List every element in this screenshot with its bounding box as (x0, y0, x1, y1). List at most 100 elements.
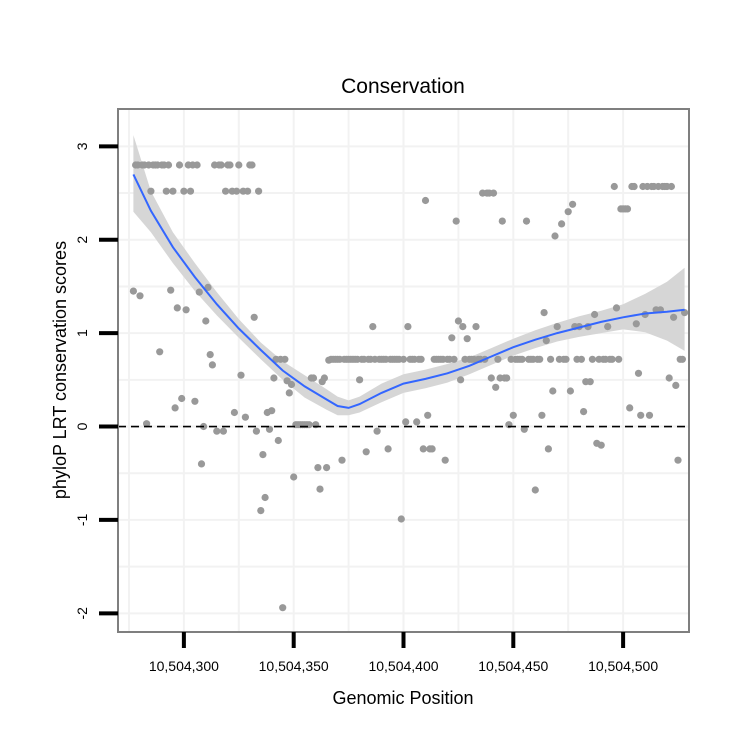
data-point (287, 380, 296, 389)
data-point (173, 304, 181, 312)
data-point (674, 456, 682, 464)
data-point (612, 304, 621, 312)
x-tick-label: 10,504,300 (149, 658, 219, 674)
data-point (577, 355, 586, 363)
data-point (667, 182, 676, 191)
data-point (281, 355, 289, 363)
data-point (632, 320, 640, 328)
data-point (503, 374, 511, 382)
data-point (463, 335, 471, 343)
data-point (169, 187, 177, 195)
data-point (637, 411, 645, 419)
data-point (373, 427, 381, 435)
data-point (261, 493, 269, 502)
data-point (492, 383, 500, 391)
x-axis-title: Genomic Position (332, 688, 473, 708)
data-point (285, 389, 293, 397)
data-point (316, 485, 324, 493)
data-point (178, 394, 186, 403)
data-point (202, 317, 210, 325)
data-point (610, 182, 618, 191)
data-point (175, 161, 184, 169)
data-point (399, 355, 408, 363)
data-point (136, 292, 144, 300)
data-point (404, 323, 412, 331)
data-point (147, 187, 155, 195)
data-point (615, 355, 623, 363)
data-point (448, 334, 456, 342)
data-point (182, 306, 190, 314)
data-point (672, 381, 680, 389)
data-point (268, 407, 276, 415)
data-point (197, 460, 206, 468)
x-tick-label: 10,504,500 (588, 658, 658, 674)
data-point (608, 355, 616, 363)
data-point (509, 411, 517, 419)
data-point (208, 361, 216, 369)
data-point (180, 187, 188, 195)
data-point (402, 418, 410, 426)
data-point (186, 187, 195, 195)
data-point (450, 355, 458, 363)
x-tick-label: 10,504,350 (259, 658, 329, 674)
data-point (553, 323, 561, 331)
data-point (421, 196, 430, 205)
x-tick-label: 10,504,400 (368, 658, 438, 674)
data-point (164, 161, 173, 169)
data-point (586, 378, 594, 386)
data-point (566, 387, 575, 395)
data-point (518, 355, 526, 363)
plot-panel (117, 108, 690, 633)
data-point (233, 187, 241, 195)
y-tick-label: -2 (74, 607, 90, 620)
data-point (217, 161, 225, 169)
data-point (338, 456, 346, 464)
data-point (171, 404, 179, 412)
data-point (588, 355, 597, 363)
data-point (544, 445, 553, 453)
data-point (237, 371, 245, 379)
y-axis-title: phyloP LRT conservation scores (50, 241, 70, 499)
y-tick-label: 3 (74, 142, 90, 150)
data-point (454, 317, 462, 325)
data-point (665, 374, 673, 382)
data-point (538, 411, 546, 419)
data-point (309, 374, 318, 382)
data-point (549, 387, 557, 395)
data-point (274, 436, 282, 445)
data-point (597, 441, 605, 449)
data-points (129, 161, 689, 612)
data-point (265, 425, 274, 433)
data-point (417, 355, 425, 363)
data-point (604, 323, 612, 331)
data-point (569, 200, 577, 208)
data-point (678, 355, 687, 363)
data-point (397, 515, 405, 523)
data-point (129, 287, 137, 295)
data-point (213, 427, 221, 435)
data-point (531, 486, 539, 494)
data-point (279, 604, 287, 612)
data-point (626, 404, 634, 412)
data-point (356, 376, 364, 384)
data-point (580, 408, 588, 416)
data-point (230, 408, 238, 417)
data-point (250, 313, 258, 321)
data-point (226, 161, 234, 169)
data-point (472, 323, 480, 331)
data-point (634, 369, 643, 377)
data-point (419, 445, 427, 453)
data-point (498, 217, 506, 225)
data-point (623, 205, 632, 213)
data-point (489, 189, 498, 197)
y-tick-label: 1 (74, 329, 90, 337)
data-point (257, 507, 265, 515)
data-point (551, 232, 559, 240)
data-point (630, 182, 638, 191)
data-point (244, 187, 252, 195)
data-point (536, 355, 544, 363)
data-point (320, 374, 328, 382)
data-point (156, 348, 164, 356)
